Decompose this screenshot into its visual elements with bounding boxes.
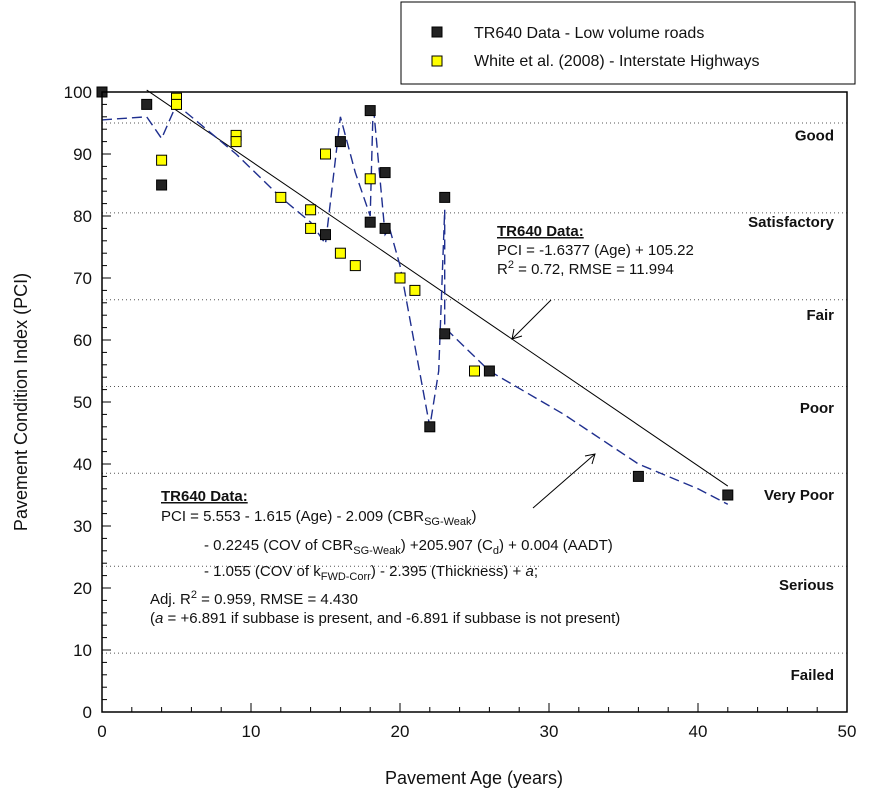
y-tick-label: 50	[73, 393, 92, 412]
y-tick-label: 100	[64, 83, 92, 102]
tr640-point	[483, 365, 495, 377]
band-label-poor: Poor	[800, 400, 834, 417]
y-tick-label: 90	[73, 145, 92, 164]
y-tick-label: 10	[73, 641, 92, 660]
model-arrowhead	[584, 453, 596, 465]
legend-box	[400, 1, 856, 85]
x-tick-label: 10	[242, 722, 261, 741]
white-2008-point	[275, 191, 287, 203]
legend-marker-white	[431, 55, 443, 67]
model-line-1: PCI = 5.553 - 1.615 (Age) - 2.009 (CBRSG…	[161, 508, 477, 528]
linear-fit-equation: PCI = -1.6377 (Age) + 105.22	[497, 242, 694, 259]
tr640-point	[439, 191, 451, 203]
x-tick-label: 30	[540, 722, 559, 741]
linear-fit-stats: R2 = 0.72, RMSE = 11.994	[497, 259, 674, 278]
legend: TR640 Data - Low volume roads White et a…	[400, 1, 856, 85]
tr640-point	[379, 167, 391, 179]
band-label-good: Good	[795, 127, 834, 144]
band-label-fair: Fair	[806, 307, 834, 324]
y-axis-title: Pavement Condition Index (PCI)	[11, 273, 31, 531]
white-2008-point	[364, 173, 376, 185]
x-axis-title: Pavement Age (years)	[385, 768, 563, 788]
tr640-point	[334, 136, 346, 148]
tr640-point	[722, 489, 734, 501]
band-label-satisfactory: Satisfactory	[748, 214, 835, 231]
y-tick-label: 30	[73, 517, 92, 536]
y-tick-label: 0	[83, 703, 92, 722]
y-tick-label: 80	[73, 207, 92, 226]
y-tick-label: 40	[73, 455, 92, 474]
axis-tick-labels: 0 10 20 30 40 50 0 10 20 30 40 50 60 70 80 90 100	[64, 83, 857, 741]
y-tick-label: 60	[73, 331, 92, 350]
white-2008-point	[334, 247, 346, 259]
white-2008-point	[156, 154, 168, 166]
legend-label-white: White et al. (2008) - Interstate Highway…	[474, 53, 759, 70]
tr640-point	[424, 421, 436, 433]
model-heading: TR640 Data:	[161, 488, 248, 505]
tr640-point	[320, 229, 331, 241]
white-2008-point	[349, 260, 361, 272]
linear-fit-arrow	[511, 299, 552, 340]
model-annotation: TR640 Data: PCI = 5.553 - 1.615 (Age) - …	[150, 453, 620, 627]
white-2008-point	[409, 284, 421, 296]
model-arrow	[532, 453, 596, 509]
legend-label-tr640: TR640 Data - Low volume roads	[474, 25, 704, 42]
tr640-point	[632, 470, 644, 482]
band-label-failed: Failed	[791, 667, 834, 684]
linear-fit-heading: TR640 Data:	[497, 223, 584, 240]
white-2008-point	[305, 222, 317, 234]
white-2008-point	[394, 272, 406, 284]
y-tick-label: 70	[73, 269, 92, 288]
tr640-point	[439, 328, 451, 340]
x-tick-label: 0	[97, 722, 106, 741]
x-tick-label: 20	[391, 722, 410, 741]
tr640-point	[379, 222, 391, 234]
tr640-point	[141, 98, 153, 110]
model-prediction-line	[101, 103, 729, 505]
legend-marker-tr640	[431, 26, 443, 38]
model-line-5: (a = +6.891 if subbase is present, and -…	[150, 610, 620, 627]
y-tick-label: 20	[73, 579, 92, 598]
white-2008-point	[305, 204, 317, 216]
tr640-point	[364, 105, 376, 117]
linear-fit-arrowhead	[511, 328, 523, 340]
band-label-serious: Serious	[779, 577, 834, 594]
axis-ticks	[101, 91, 848, 713]
model-line-3: - 1.055 (COV of kFWD-Corr) - 2.395 (Thic…	[204, 563, 538, 583]
x-tick-label: 40	[689, 722, 708, 741]
condition-bands: Good Satisfactory Fair Poor Very Poor Serious…	[102, 122, 847, 684]
band-label-very-poor: Very Poor	[764, 487, 834, 504]
model-line-4: Adj. R2 = 0.959, RMSE = 4.430	[150, 589, 358, 608]
white-2008-point	[171, 98, 182, 110]
trend-lines	[101, 89, 729, 505]
x-tick-label: 50	[838, 722, 857, 741]
white-2008-point	[469, 365, 480, 377]
white-2008-point	[320, 148, 331, 160]
data-points	[96, 86, 734, 501]
tr640-point	[156, 179, 168, 191]
tr640-point	[364, 216, 376, 228]
model-line-2: - 0.2245 (COV of CBRSG-Weak) +205.907 (C…	[204, 537, 613, 557]
white-2008-point	[230, 136, 242, 148]
linear-fit-annotation: TR640 Data: PCI = -1.6377 (Age) + 105.22…	[497, 223, 694, 340]
linear-regression-line	[146, 89, 729, 487]
